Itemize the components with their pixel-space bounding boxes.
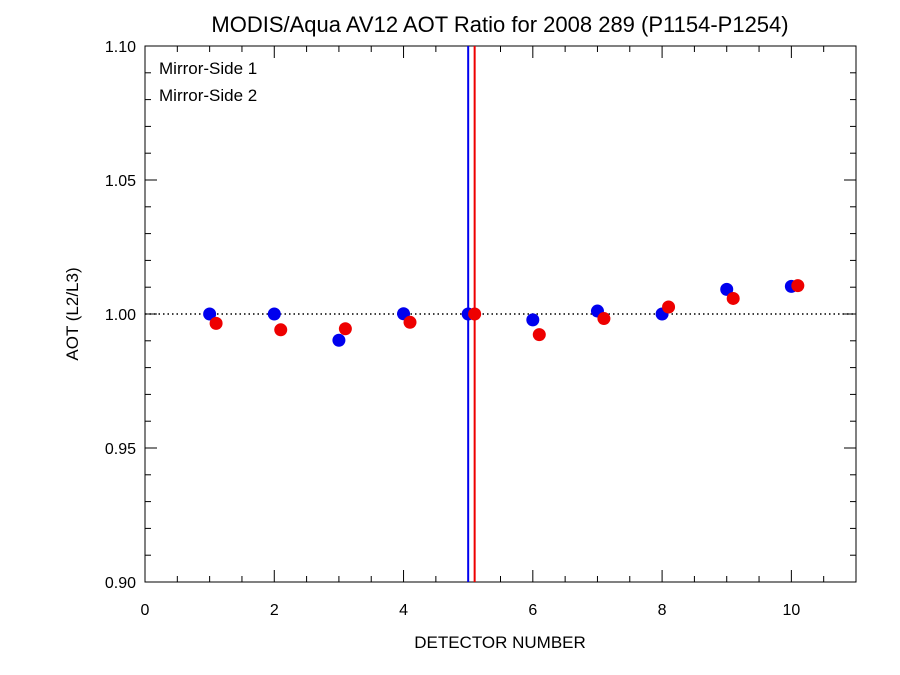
data-point-mirror-side-2 [791,279,805,293]
x-tick-label: 6 [528,602,537,619]
data-point-mirror-side-2 [403,315,417,329]
data-point-mirror-side-1 [720,282,734,296]
x-tick-labels: 0 2 4 6 8 10 [141,602,801,619]
data-point-mirror-side-1 [267,307,281,321]
chart-title: MODIS/Aqua AV12 AOT Ratio for 2008 289 (… [211,12,788,37]
data-point-mirror-side-2 [468,307,482,321]
x-tick-label: 0 [141,602,150,619]
y-tick-label: 1.00 [105,307,136,324]
y-axis-title: AOT (L2/L3) [63,267,82,360]
data-point-mirror-side-2 [532,328,546,342]
major-ticks [144,45,856,583]
y-tick-label: 1.05 [105,173,136,190]
legend-label-mirror-side-2: Mirror-Side 2 [159,86,257,105]
data-point-mirror-side-1 [332,333,346,347]
x-axis-title: DETECTOR NUMBER [414,633,586,652]
data-point-mirror-side-2 [209,316,223,330]
data-point-mirror-side-2 [274,323,288,337]
x-tick-label: 2 [270,602,279,619]
data-point-mirror-side-2 [338,322,352,336]
minor-ticks [145,46,856,582]
y-tick-labels: 0.90 0.95 1.00 1.05 1.10 [105,39,136,592]
data-points [203,279,805,347]
legend-label-mirror-side-1: Mirror-Side 1 [159,59,257,78]
data-point-mirror-side-2 [662,300,676,314]
data-point-mirror-side-2 [597,312,611,326]
data-point-mirror-side-1 [203,307,217,321]
x-tick-label: 4 [399,602,408,619]
y-tick-label: 0.90 [105,575,136,592]
y-tick-label: 0.95 [105,441,136,458]
x-tick-label: 8 [658,602,667,619]
data-point-mirror-side-2 [726,291,740,305]
legend: Mirror-Side 1 Mirror-Side 2 [159,59,257,105]
y-tick-label: 1.10 [105,39,136,56]
data-point-mirror-side-1 [526,313,540,327]
plot-area [144,45,857,583]
x-tick-label: 10 [782,602,800,619]
